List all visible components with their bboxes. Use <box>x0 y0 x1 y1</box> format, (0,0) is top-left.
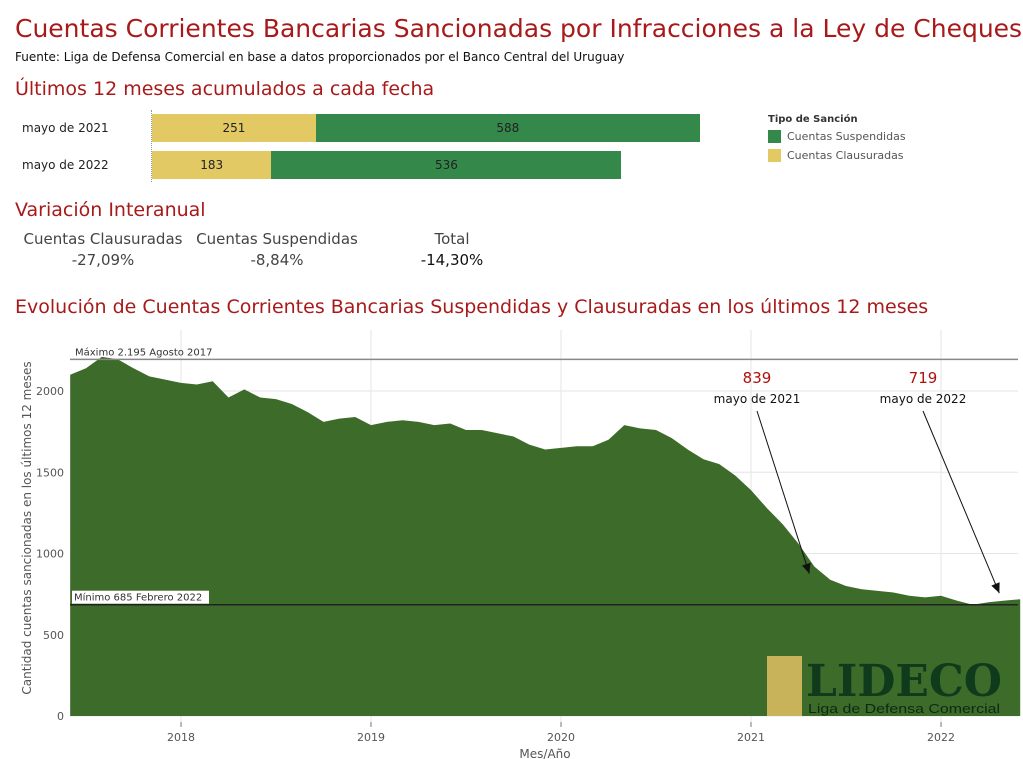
annotation-arrowhead <box>801 562 811 574</box>
x-tick-label: 2019 <box>357 731 385 744</box>
max-line-label: Máximo 2.195 Agosto 2017 <box>75 346 212 358</box>
bar-2022-suspendidas-label: 536 <box>435 158 458 172</box>
variation-label-suspendidas: Cuentas Suspendidas <box>196 230 358 248</box>
legend-item-clausuradas[interactable]: Cuentas Clausuradas <box>768 149 906 162</box>
x-axis-ticks: 2018 2019 2020 2021 2022 <box>167 722 955 744</box>
bar-2021-clausuradas[interactable]: 251 <box>152 114 316 142</box>
logo-name: LIDECO <box>806 656 1002 707</box>
annotations: 839 mayo de 2021 719 mayo de 2022 <box>714 369 1000 594</box>
section-evolution-title: Evolución de Cuentas Corrientes Bancaria… <box>15 296 929 318</box>
variation-label-clausuradas: Cuentas Clausuradas <box>23 230 183 248</box>
x-tick-label: 2022 <box>927 731 955 744</box>
logo-subtitle: Liga de Defensa Comercial <box>808 701 1000 716</box>
legend-label-suspendidas: Cuentas Suspendidas <box>787 130 906 143</box>
legend-label-clausuradas: Cuentas Clausuradas <box>787 149 904 162</box>
y-tick-label: 1000 <box>36 548 64 561</box>
min-line-label-bg <box>72 590 209 604</box>
y-axis-label: Cantidad cuentas sancionadas en los últi… <box>20 361 34 694</box>
variation-value-total: -14,30% <box>420 251 484 269</box>
reference-lines: Máximo 2.195 Agosto 2017 Mínimo 685 Febre… <box>70 346 1018 606</box>
stacked-bar-chart: 251 588 183 536 <box>152 114 712 182</box>
x-tick-label: 2018 <box>167 731 195 744</box>
x-axis-label: Mes/Año <box>519 747 570 759</box>
annotation-arrow <box>922 410 1000 594</box>
legend-item-suspendidas[interactable]: Cuentas Suspendidas <box>768 130 906 143</box>
y-tick-label: 2000 <box>36 385 64 398</box>
annotation-label: mayo de 2021 <box>714 392 801 406</box>
x-tick-label: 2021 <box>737 731 765 744</box>
bar-2021-suspendidas-label: 588 <box>496 121 520 135</box>
bar-axis-line <box>151 110 152 182</box>
x-tick-label: 2020 <box>547 731 575 744</box>
annotation-value: 719 <box>909 369 938 387</box>
area-chart: Máximo 2.195 Agosto 2017 Mínimo 685 Febre… <box>20 330 1021 759</box>
annotation-arrow <box>756 410 810 574</box>
y-tick-label: 0 <box>57 710 64 723</box>
annotation-value: 839 <box>743 369 772 387</box>
variation-value-suspendidas: -8,84% <box>250 251 304 269</box>
legend-swatch-suspendidas <box>768 130 781 143</box>
legend: Tipo de Sanción Cuentas Suspendidas Cuen… <box>768 114 906 162</box>
source-note: Fuente: Liga de Defensa Comercial en bas… <box>15 50 625 64</box>
bar-2022-suspendidas[interactable]: 536 <box>271 151 622 179</box>
bar-2022-clausuradas[interactable]: 183 <box>152 151 272 179</box>
y-tick-label: 500 <box>43 629 64 642</box>
bar-row-label-2022: mayo de 2022 <box>22 158 109 172</box>
bar-2021-suspendidas[interactable]: 588 <box>315 114 700 142</box>
annotation-label: mayo de 2022 <box>880 392 967 406</box>
annotation-arrowhead <box>991 582 1000 594</box>
page-title: Cuentas Corrientes Bancarias Sancionadas… <box>15 14 1023 43</box>
y-tick-label: 1500 <box>36 466 64 479</box>
variation-value-clausuradas: -27,09% <box>71 251 135 269</box>
min-line-label: Mínimo 685 Febrero 2022 <box>74 592 202 604</box>
section-bars-title: Últimos 12 meses acumulados a cada fecha <box>15 78 435 100</box>
variation-label-total: Total <box>434 230 470 248</box>
legend-swatch-clausuradas <box>768 149 781 162</box>
bar-2021-clausuradas-label: 251 <box>222 121 246 135</box>
bar-row-label-2021: mayo de 2021 <box>22 121 109 135</box>
area-series[interactable] <box>70 356 1021 716</box>
logo-block <box>767 656 802 716</box>
legend-title: Tipo de Sanción <box>768 114 858 125</box>
section-variation-title: Variación Interanual <box>15 199 206 221</box>
y-axis-ticks: 0 500 1000 1500 2000 <box>36 385 64 723</box>
bar-2022-clausuradas-label: 183 <box>200 158 224 172</box>
